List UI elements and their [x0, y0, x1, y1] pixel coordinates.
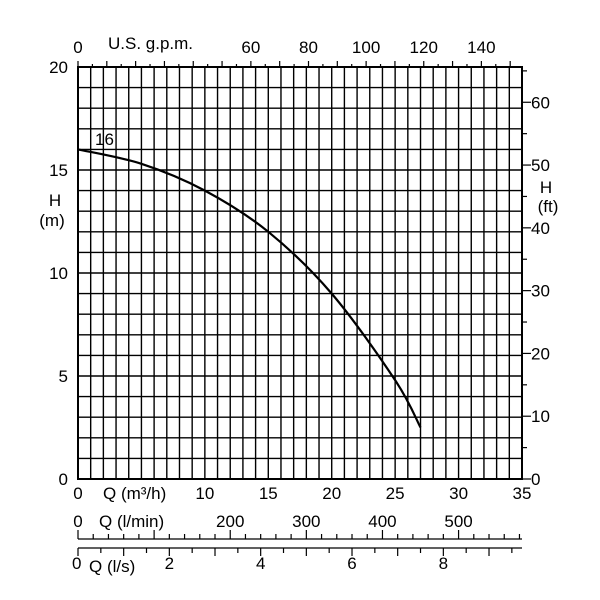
y-right-tick-label: 10 — [531, 407, 550, 426]
top-axis-label: U.S. g.p.m. — [108, 34, 193, 53]
x-axis-tick-label: 25 — [386, 484, 405, 503]
y-left-tick-label: 20 — [49, 58, 68, 77]
top-axis-tick-label: 120 — [410, 38, 438, 57]
y-right-tick-label: 60 — [531, 93, 550, 112]
ls-axis-tick-label: 4 — [256, 554, 265, 573]
ls-axis-label: Q (l/s) — [89, 557, 135, 576]
plot-grid — [78, 67, 522, 479]
x-axis-tick-label: 0 — [73, 484, 82, 503]
y-right-tick-label: 0 — [531, 470, 540, 489]
x-axis-tick-label: 20 — [322, 484, 341, 503]
plot-frame — [77, 66, 523, 480]
pump-curve-16 — [77, 148, 422, 429]
top-axis-tick-label: 80 — [299, 38, 318, 57]
y-right-tick-label: 40 — [531, 219, 550, 238]
lmin-axis-label: Q (l/min) — [99, 512, 164, 531]
y-left-tick-label: 0 — [59, 470, 68, 489]
lmin-axis-tick-label: 300 — [292, 512, 320, 531]
y-right-label-bottom: (ft) — [538, 197, 559, 216]
y-left-tick-label: 10 — [49, 264, 68, 283]
lmin-axis-tick-label: 0 — [73, 512, 82, 531]
y-left-label-top: H — [49, 191, 61, 210]
top-axis-tick-label: 0 — [73, 38, 82, 57]
y-right-tick-label: 20 — [531, 344, 550, 363]
y-right-label-top: H — [540, 178, 552, 197]
lmin-axis-tick-label: 200 — [216, 512, 244, 531]
lmin-axis-tick-label: 400 — [368, 512, 396, 531]
lmin-axis-tick-label: 500 — [444, 512, 472, 531]
y-right-tick-label: 30 — [531, 282, 550, 301]
x-axis-tick-label: 10 — [195, 484, 214, 503]
y-right-tick-label: 50 — [531, 156, 550, 175]
top-axis-tick-label: 140 — [467, 38, 495, 57]
ls-axis-tick-label: 8 — [439, 554, 448, 573]
x-axis-label: Q (m³/h) — [103, 484, 166, 503]
ls-axis-tick-label: 6 — [347, 554, 356, 573]
y-left-tick-label: 15 — [49, 161, 68, 180]
top-axis-tick-label: 100 — [352, 38, 380, 57]
ls-axis-tick-label: 0 — [72, 554, 81, 573]
ls-axis-tick-label: 2 — [165, 554, 174, 573]
top-axis-tick-label: 60 — [241, 38, 260, 57]
x-axis-tick-label: 15 — [259, 484, 278, 503]
x-axis-tick-label: 35 — [513, 484, 532, 503]
y-left-label-bottom: (m) — [39, 211, 64, 230]
y-left-tick-label: 5 — [59, 367, 68, 386]
series-label-16: 16 — [95, 130, 114, 149]
x-axis-tick-label: 30 — [449, 484, 468, 503]
